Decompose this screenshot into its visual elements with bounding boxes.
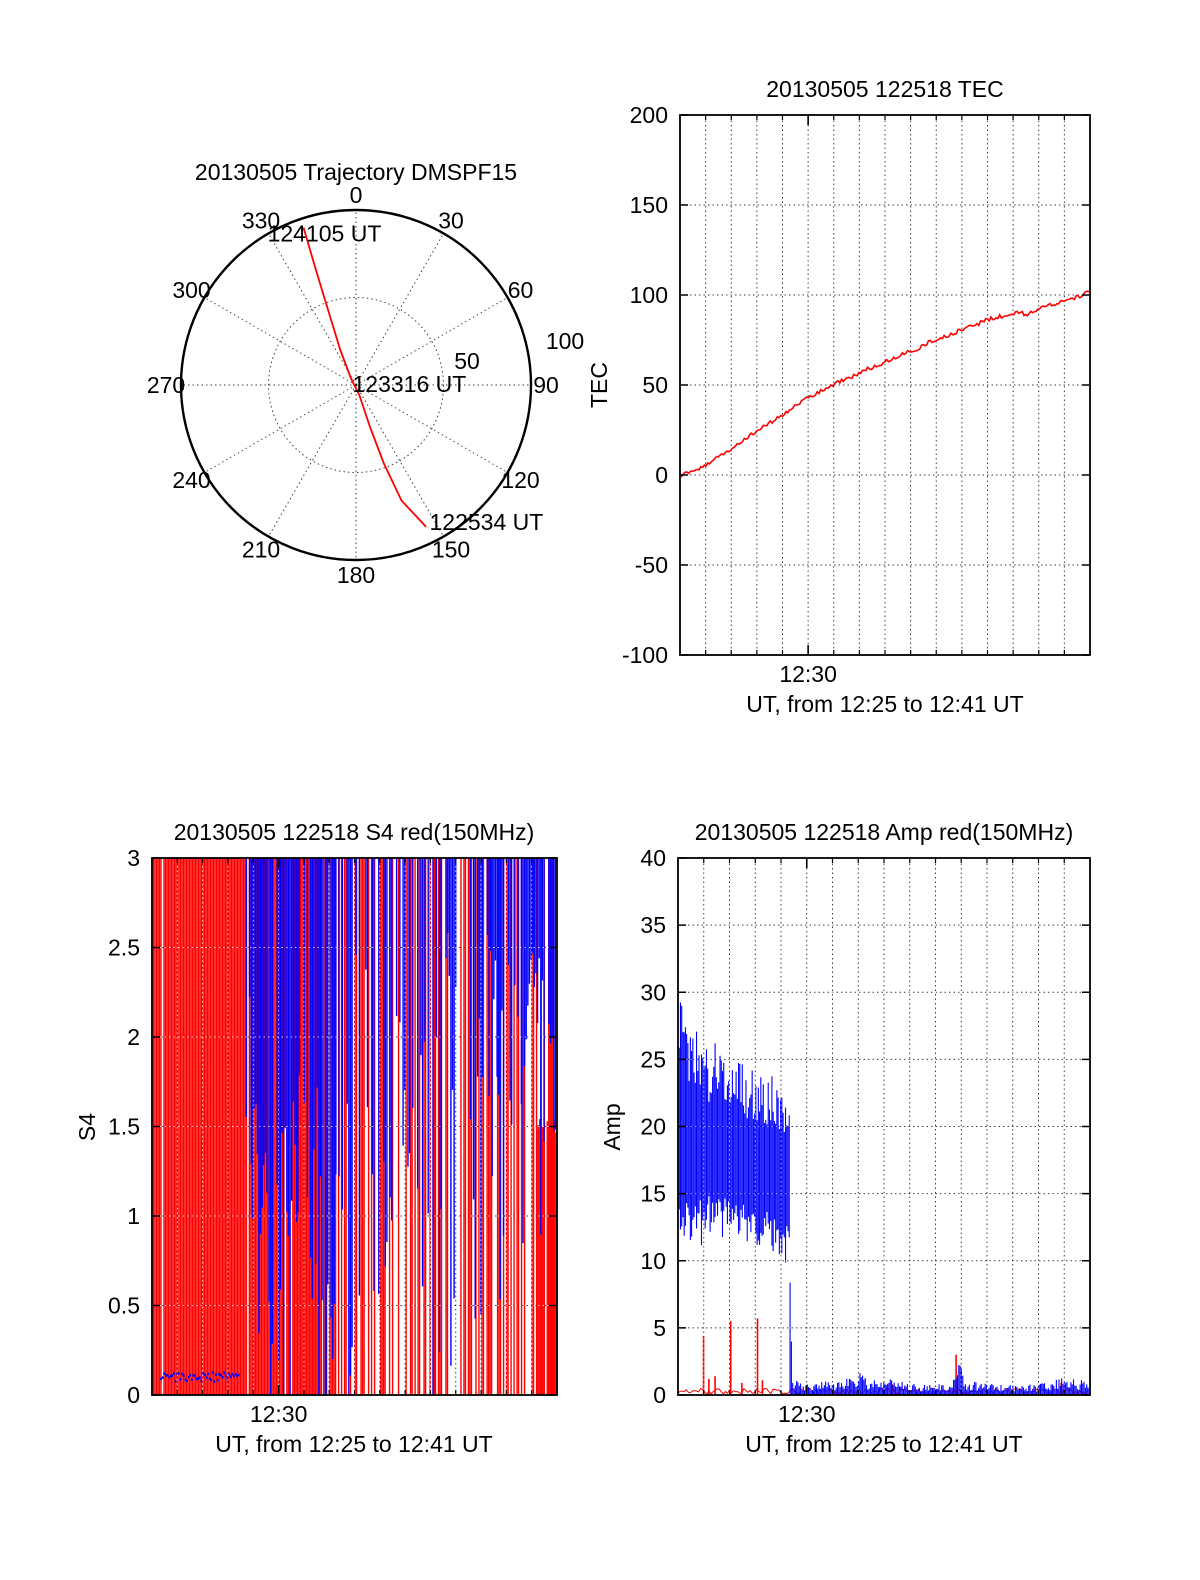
- polar-angle-label-150: 150: [432, 537, 470, 563]
- polar-angle-label-30: 30: [438, 208, 464, 234]
- s4-title: 20130505 122518 S4 red(150MHz): [174, 819, 535, 845]
- amp-title: 20130505 122518 Amp red(150MHz): [695, 819, 1073, 845]
- tec-plot: -100 -50 0 50 100 150 200: [622, 102, 1091, 668]
- polar-angle-label-0: 0: [350, 182, 363, 208]
- s4-ytick-label: 0: [127, 1382, 140, 1408]
- trajectory-end-time-label: 122534 UT: [430, 509, 544, 535]
- s4-ticks: 0 0.5 1 1.5 2 2.5 3: [108, 845, 556, 1408]
- polar-angle-label-240: 240: [172, 467, 210, 493]
- s4-blue-bars: [245, 858, 557, 1395]
- amp-ytick-label: 0: [653, 1382, 666, 1408]
- s4-xlabel: UT, from 12:25 to 12:41 UT: [215, 1431, 492, 1457]
- polar-angle-label-270: 270: [147, 372, 185, 398]
- tec-ticks: -100 -50 0 50 100 150 200: [622, 102, 1089, 668]
- trajectory-center-time-label: 123316 UT: [353, 371, 467, 397]
- amp-ytick-label: 10: [640, 1248, 666, 1274]
- tec-ytick-label: -100: [622, 642, 668, 668]
- tec-ytick-label: 150: [630, 192, 668, 218]
- s4-ytick-label: 1.5: [108, 1114, 140, 1140]
- tec-ytick-label: 50: [642, 372, 668, 398]
- amp-ytick-label: 35: [640, 912, 666, 938]
- trajectory-start-time-label: 124105 UT: [268, 221, 382, 247]
- tec-ytick-label: 200: [630, 102, 668, 128]
- tec-ytick-label: 100: [630, 282, 668, 308]
- tec-grid: [681, 116, 1089, 654]
- amp-grid-overlay: [679, 859, 1089, 1394]
- polar-grid: [181, 210, 531, 560]
- trajectory-path: [302, 227, 427, 528]
- polar-angle-label-210: 210: [242, 537, 280, 563]
- amp-red-trace: [677, 1318, 1089, 1396]
- amp-ytick-label: 40: [640, 845, 666, 871]
- s4-ytick-label: 2: [127, 1024, 140, 1050]
- tec-curve: [679, 290, 1091, 478]
- s4-ytick-label: 0.5: [108, 1293, 140, 1319]
- polar-angle-label-300: 300: [172, 277, 210, 303]
- tec-ytick-label: -50: [635, 552, 668, 578]
- polar-angle-label-60: 60: [508, 277, 534, 303]
- amp-frame: [677, 857, 1091, 1396]
- s4-ytick-label: 3: [127, 845, 140, 871]
- amp-ytick-label: 15: [640, 1181, 666, 1207]
- tec-frame: [679, 114, 1091, 656]
- amp-xtick-label: 12:30: [778, 1401, 836, 1427]
- amp-ylabel: Amp: [599, 1103, 625, 1150]
- tec-xtick-label: 12:30: [779, 661, 837, 687]
- trajectory-title: 20130505 Trajectory DMSPF15: [195, 159, 517, 185]
- s4-ylabel: S4: [74, 1113, 100, 1141]
- amp-ytick-label: 5: [653, 1315, 666, 1341]
- static-labels: 20130505 Trajectory DMSPF15 20130505 122…: [74, 76, 1073, 1457]
- amp-blue-signal: [677, 1002, 1090, 1395]
- polar-angle-label-90: 90: [533, 372, 559, 398]
- amp-ytick-label: 30: [640, 979, 666, 1005]
- trajectory-polar-plot: [179, 208, 533, 562]
- tec-ytick-label: 0: [655, 462, 668, 488]
- tec-title: 20130505 122518 TEC: [766, 76, 1003, 102]
- tec-ylabel: TEC: [586, 362, 612, 408]
- polar-outer-circle: [179, 208, 533, 562]
- s4-frame: [151, 857, 558, 1396]
- tec-xlabel: UT, from 12:25 to 12:41 UT: [746, 691, 1023, 717]
- s4-ytick-label: 2.5: [108, 935, 140, 961]
- s4-grid-overlay: [153, 859, 556, 1394]
- amp-plot: 0 5 10 15 20 25 30 35 40: [640, 845, 1091, 1408]
- polar-radius-label-50: 50: [454, 348, 480, 374]
- polar-angle-label-120: 120: [501, 467, 539, 493]
- polar-angle-label-180: 180: [337, 562, 375, 588]
- s4-xtick-label: 12:30: [250, 1401, 308, 1427]
- s4-ytick-label: 1: [127, 1203, 140, 1229]
- s4-quiet-trace: [160, 1371, 240, 1383]
- amp-ticks: 0 5 10 15 20 25 30 35 40: [640, 845, 1089, 1408]
- amp-xlabel: UT, from 12:25 to 12:41 UT: [745, 1431, 1022, 1457]
- polar-radius-label-100: 100: [546, 328, 584, 354]
- s4-plot: 0 0.5 1 1.5 2 2.5 3: [108, 845, 558, 1408]
- polar-angle-label-330: 330: [242, 208, 280, 234]
- amp-ytick-label: 20: [640, 1114, 666, 1140]
- amp-ytick-label: 25: [640, 1046, 666, 1072]
